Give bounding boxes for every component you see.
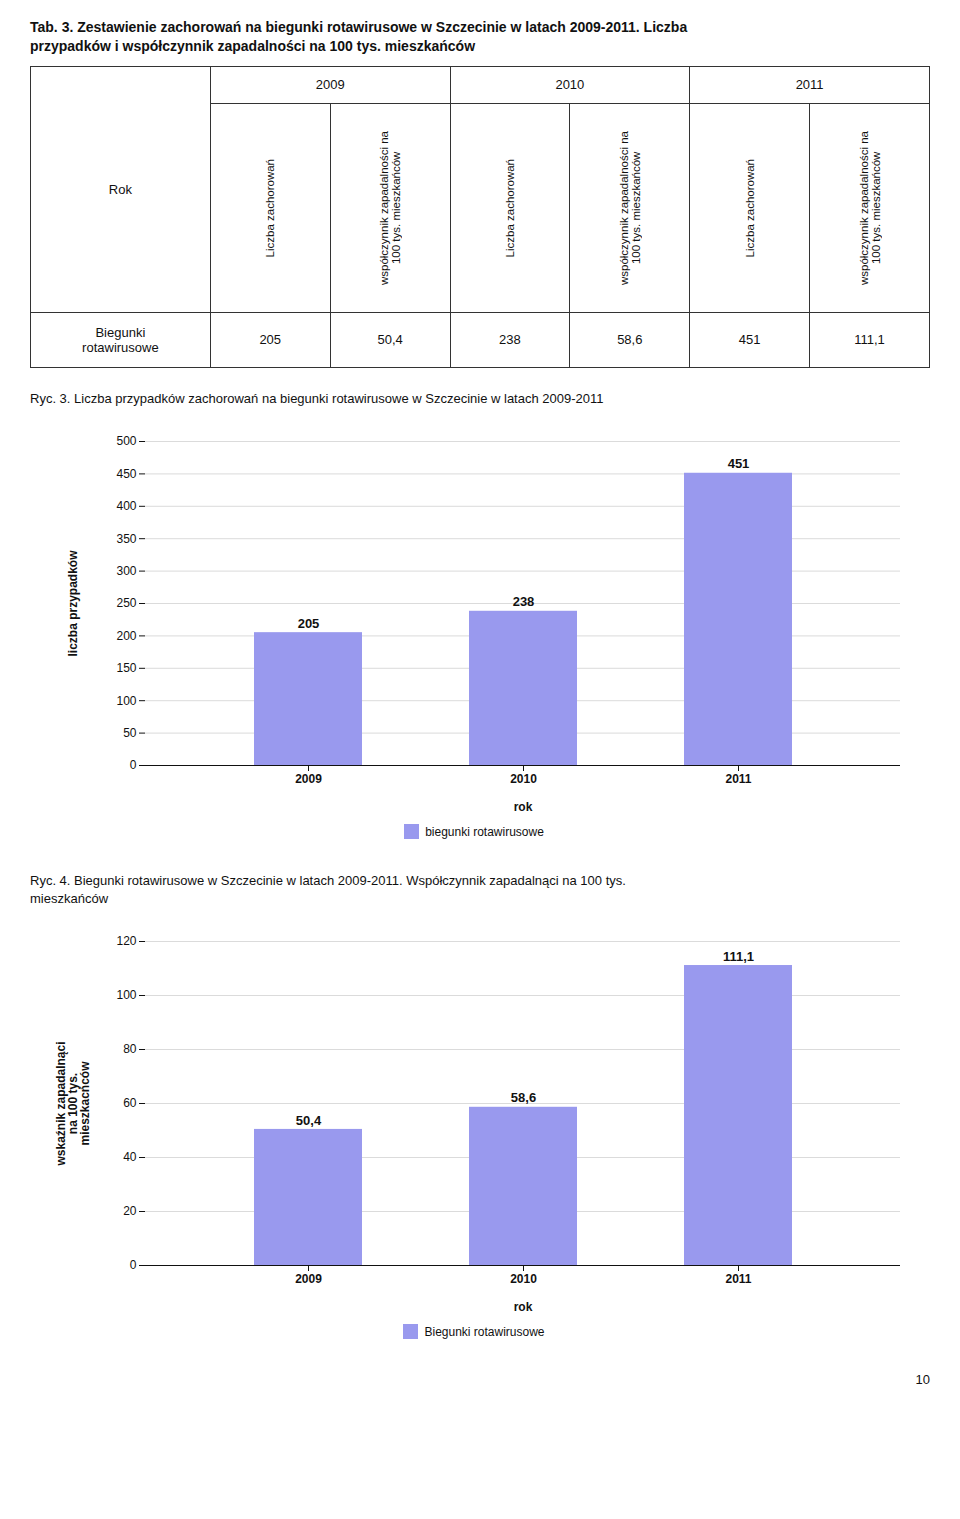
- html-text:współczynnik zapadalności na 1: współczynnik zapadalności na 100 tys. mi…: [378, 130, 403, 285]
- svg-text:rok: rok: [514, 1300, 533, 1314]
- svg-text:0: 0: [130, 1259, 137, 1273]
- html-text:50,4: 50,4: [377, 332, 403, 348]
- svg-text:58,6: 58,6: [511, 1091, 536, 1106]
- svg-text:250: 250: [116, 597, 136, 611]
- svg-text:2009: 2009: [295, 772, 322, 786]
- svg-text:451: 451: [728, 457, 750, 472]
- html-text:Liczba zachorowań: Liczba zachorowań: [264, 158, 277, 257]
- html-text:10: 10: [915, 1372, 930, 1388]
- svg-text:2009: 2009: [295, 1272, 322, 1286]
- svg-text:205: 205: [298, 616, 320, 631]
- svg-text:2011: 2011: [725, 1272, 751, 1286]
- html-text:biegunki rotawirusowe: biegunki rotawirusowe: [425, 824, 544, 839]
- html-text:współczynnik zapadalności na 1: współczynnik zapadalności na 100 tys. mi…: [857, 130, 882, 285]
- html-text:58,6: 58,6: [617, 332, 643, 348]
- svg-text:450: 450: [116, 467, 136, 481]
- svg-text:2011: 2011: [725, 772, 751, 786]
- svg-text:20: 20: [123, 1205, 137, 1219]
- html-text:451: 451: [738, 332, 761, 348]
- html-text:238: 238: [499, 332, 521, 348]
- svg-text:238: 238: [513, 595, 535, 610]
- svg-text:400: 400: [116, 499, 136, 513]
- html-text:205: 205: [259, 332, 282, 348]
- svg-text:40: 40: [123, 1151, 137, 1165]
- svg-text:300: 300: [116, 564, 136, 578]
- html-text:Biegunki rotawirusowe: Biegunki rotawirusowe: [424, 1324, 545, 1339]
- svg-text:2010: 2010: [510, 772, 537, 786]
- svg-text:111,1: 111,1: [723, 949, 754, 964]
- svg-text:60: 60: [123, 1097, 137, 1111]
- svg-text:150: 150: [116, 661, 136, 675]
- html-text:2010: 2010: [555, 77, 585, 93]
- svg-text:100: 100: [116, 989, 136, 1003]
- svg-text:wskaźnik zapadalnącina 100 tys: wskaźnik zapadalnącina 100 tys.mieszkacń…: [54, 1042, 92, 1167]
- svg-text:120: 120: [116, 935, 136, 949]
- svg-text:rok: rok: [514, 800, 533, 814]
- html-text:współczynnik zapadalności na 1: współczynnik zapadalności na 100 tys. mi…: [617, 130, 642, 285]
- svg-text:2010: 2010: [510, 1272, 537, 1286]
- html-text:2011: 2011: [795, 77, 824, 93]
- svg-text:200: 200: [116, 629, 136, 643]
- html-text:Liczba zachorowań: Liczba zachorowań: [503, 158, 516, 257]
- svg-text:500: 500: [116, 435, 136, 449]
- html-text:Tab. 3. Zestawienie zachorowań: Tab. 3. Zestawienie zachorowań na biegun…: [30, 19, 688, 54]
- html-text:Liczba zachorowań: Liczba zachorowań: [743, 158, 756, 257]
- svg-text:liczba przypadków: liczba przypadków: [66, 550, 80, 657]
- html-text:Ryc. 4. Biegunki rotawirusowe: Ryc. 4. Biegunki rotawirusowe w Szczecin…: [30, 873, 626, 906]
- svg-text:50,4: 50,4: [296, 1113, 322, 1128]
- html-text:Biegunki rotawirusowe: Biegunki rotawirusowe: [82, 324, 159, 355]
- svg-text:80: 80: [123, 1043, 137, 1057]
- svg-text:100: 100: [116, 694, 136, 708]
- svg-text:50: 50: [123, 726, 137, 740]
- html-text:111,1: 111,1: [854, 332, 885, 348]
- html-text:Ryc. 3. Liczba przypadków zach: Ryc. 3. Liczba przypadków zachorowań na …: [30, 390, 604, 406]
- html-text:2009: 2009: [315, 77, 345, 93]
- svg-text:350: 350: [116, 532, 136, 546]
- svg-text:0: 0: [130, 759, 137, 773]
- html-text:Rok: Rok: [108, 181, 132, 197]
